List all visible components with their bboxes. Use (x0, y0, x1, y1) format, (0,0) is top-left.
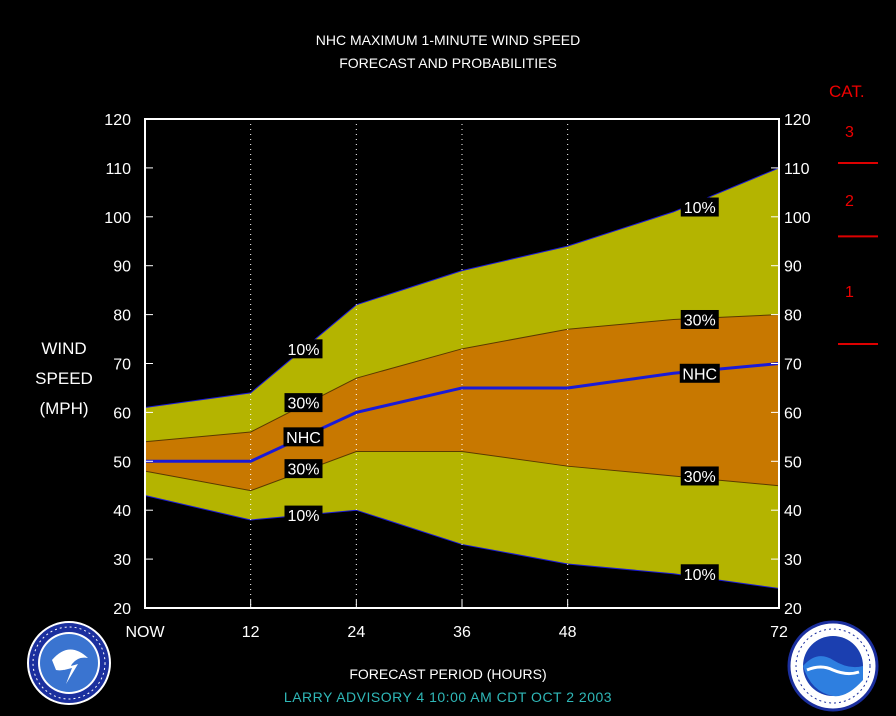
y-tick-label-right-50: 50 (784, 454, 802, 471)
category-1-label: 1 (845, 284, 854, 301)
y-axis-label-wind: WIND (41, 339, 87, 358)
y-tick-label-left-80: 80 (113, 308, 131, 325)
y-tick-label-left-100: 100 (104, 210, 131, 227)
band-30-percent (145, 314, 779, 491)
edge-upper-10- (144, 167, 780, 409)
y-tick-label-right-40: 40 (784, 503, 802, 520)
y-tick-label-right-120: 120 (784, 112, 811, 129)
x-axis-title: FORECAST PERIOD (HOURS) (349, 666, 547, 682)
category-title: CAT. (829, 82, 865, 101)
category-2-label: 2 (845, 193, 854, 210)
y-tick-label-left-50: 50 (113, 454, 131, 471)
x-tick-label-24: 24 (347, 624, 365, 641)
advisory-line: LARRY ADVISORY 4 10:00 AM CDT OCT 2 2003 (283, 689, 613, 705)
edge-upper-30- (144, 314, 780, 443)
annotation-box-2 (283, 427, 324, 447)
chart-title-line2: FORECAST AND PROBABILITIES (339, 55, 557, 71)
edge-lower-30- (144, 451, 780, 492)
x-tick-label-72: 72 (770, 624, 788, 641)
annotation-label-7: NHC (682, 366, 717, 383)
y-tick-label-right-80: 80 (784, 308, 802, 325)
y-tick-label-right-30: 30 (784, 552, 802, 569)
y-tick-label-left-70: 70 (113, 357, 131, 374)
nws-logo-icon (27, 621, 111, 705)
annotation-label-9: 10% (684, 567, 716, 584)
y-tick-label-left-20: 20 (113, 601, 131, 618)
y-tick-label-left-40: 40 (113, 503, 131, 520)
y-tick-label-left-110: 110 (105, 161, 131, 178)
y-tick-label-right-20: 20 (784, 601, 802, 618)
annotation-label-3: 30% (287, 462, 319, 479)
annotation-label-0: 10% (287, 342, 319, 359)
annotation-label-5: 10% (684, 200, 716, 217)
annotation-label-6: 30% (684, 312, 716, 329)
annotation-box-1 (284, 393, 323, 413)
y-tick-label-right-100: 100 (784, 210, 811, 227)
chart-title-line1: NHC MAXIMUM 1-MINUTE WIND SPEED (315, 32, 581, 48)
annotation-box-0 (284, 339, 323, 359)
x-tick-label-NOW: NOW (125, 624, 165, 641)
annotation-box-4 (284, 505, 323, 525)
annotation-box-3 (284, 459, 323, 479)
annotation-box-5 (680, 197, 719, 217)
annotation-box-6 (680, 309, 719, 329)
y-tick-label-right-110: 110 (784, 161, 810, 178)
y-tick-label-right-60: 60 (784, 405, 802, 422)
noaa-logo-icon (787, 620, 879, 712)
annotation-label-2: NHC (286, 430, 321, 447)
category-3-label: 3 (845, 124, 854, 141)
x-tick-label-12: 12 (242, 624, 260, 641)
y-tick-label-right-70: 70 (784, 357, 802, 374)
annotation-box-8 (680, 466, 719, 486)
y-axis-label-speed: SPEED (35, 369, 93, 388)
annotation-label-1: 30% (287, 396, 319, 413)
annotation-box-9 (680, 564, 719, 584)
y-tick-label-left-120: 120 (104, 112, 131, 129)
annotation-box-7 (679, 363, 720, 383)
annotation-label-8: 30% (684, 469, 716, 486)
y-tick-label-right-90: 90 (784, 259, 802, 276)
y-tick-label-left-30: 30 (113, 552, 131, 569)
annotation-label-4: 10% (287, 508, 319, 525)
y-axis-label-units: (MPH) (39, 399, 89, 418)
y-tick-label-left-60: 60 (113, 405, 131, 422)
y-tick-label-left-90: 90 (113, 259, 131, 276)
x-tick-label-48: 48 (559, 624, 577, 641)
nhc-forecast-line (145, 362, 780, 463)
x-tick-label-36: 36 (453, 624, 471, 641)
